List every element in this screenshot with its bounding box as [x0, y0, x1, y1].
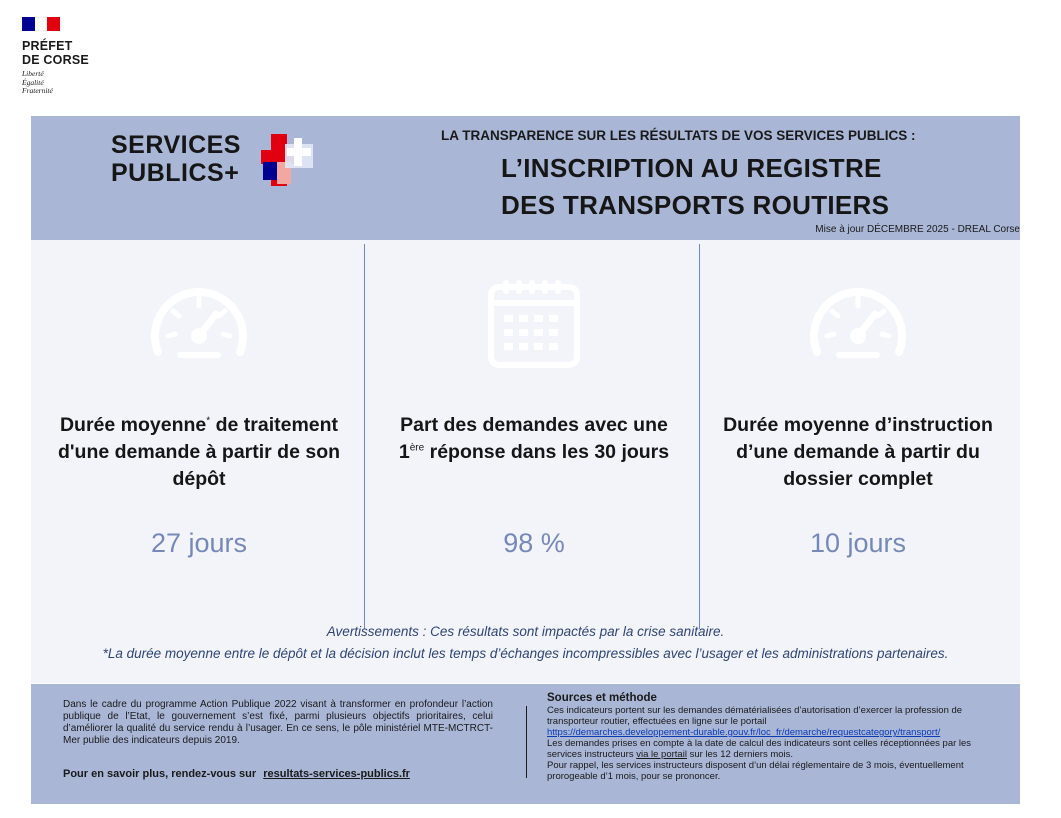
brand-line2: PUBLICS+ — [111, 159, 240, 187]
page-title: L’INSCRIPTION AU REGISTRE DES TRANSPORTS… — [501, 150, 889, 224]
sources-method: Sources et méthode Ces indicateurs porte… — [547, 691, 1007, 782]
logo-org-line1: PRÉFET — [22, 39, 73, 53]
logo-motto-1: Liberté — [22, 69, 44, 78]
indicators-panel: Durée moyenne* de traitement d'une deman… — [31, 240, 1020, 683]
indicator-value: 10 jours — [809, 528, 907, 558]
more-info-label: Pour en savoir plus, rendez-vous sur — [63, 768, 257, 780]
title-line2: DES TRANSPORTS ROUTIERS — [501, 190, 890, 220]
indicator-processing-time: Durée moyenne* de traitement d'une deman… — [34, 240, 364, 570]
sources-paragraph-2: Les demandes prises en compte à la date … — [547, 738, 972, 760]
logo-org-line2: DE CORSE — [22, 53, 89, 67]
sources-paragraph-1: Ces indicateurs portent sur les demandes… — [547, 705, 963, 727]
indicator-value: 27 jours — [150, 528, 248, 558]
indicator-response-rate: Part des demandes avec une 1ère réponse d… — [369, 240, 699, 570]
speedometer-icon — [151, 288, 247, 358]
french-flag-icon — [22, 17, 61, 31]
brand-line1: SERVICES — [111, 131, 241, 159]
column-divider — [699, 244, 700, 629]
logo-motto-3: Fraternité — [22, 86, 53, 95]
portal-url-link[interactable]: https://demarches.developpement-durable.… — [547, 727, 941, 738]
update-note: Mise à jour DÉCEMBRE 2025 - DREAL Corse — [815, 224, 1020, 235]
prefet-logo: PRÉFET DE CORSE Liberté Égalité Fraterni… — [22, 17, 122, 96]
warning-text: Avertissements : Ces résultats sont impa… — [326, 624, 725, 639]
calendar-icon — [488, 280, 580, 368]
indicator-instruction-time: Durée moyenne d’instruction d’une demand… — [703, 240, 1013, 570]
more-info: Pour en savoir plus, rendez-vous sur res… — [63, 768, 410, 780]
via-portal-link[interactable]: via le portail — [636, 749, 687, 760]
services-publics-brand: SERVICES PUBLICS+ — [111, 131, 241, 187]
footer-divider — [526, 706, 527, 778]
services-publics-plus-icon — [261, 134, 313, 186]
footer-band: Dans le cadre du programme Action Publiq… — [31, 684, 1020, 804]
sources-title: Sources et méthode — [547, 692, 657, 704]
results-site-link[interactable]: resultats-services-publics.fr — [263, 768, 410, 780]
indicator-label: Durée moyenne* de traitement d'une deman… — [57, 414, 341, 490]
indicator-label: Part des demandes avec une 1ère réponse d… — [398, 414, 670, 463]
sources-paragraph-3: Pour rappel, les services instructeurs d… — [547, 760, 964, 782]
header-kicker: LA TRANSPARENCE SUR LES RÉSULTATS DE VOS… — [441, 128, 916, 143]
title-line1: L’INSCRIPTION AU REGISTRE — [501, 153, 882, 183]
indicator-label: Durée moyenne d’instruction d’une demand… — [723, 414, 993, 490]
header-band: SERVICES PUBLICS+ LA TRANSPARENCE SUR LE… — [31, 116, 1020, 240]
footnote-text: *La durée moyenne entre le dépôt et la d… — [102, 646, 949, 661]
program-intro: Dans le cadre du programme Action Publiq… — [63, 699, 493, 746]
speedometer-icon — [810, 288, 906, 358]
indicator-value: 98 % — [503, 528, 565, 558]
column-divider — [364, 244, 365, 629]
logo-motto-2: Égalité — [22, 77, 44, 87]
